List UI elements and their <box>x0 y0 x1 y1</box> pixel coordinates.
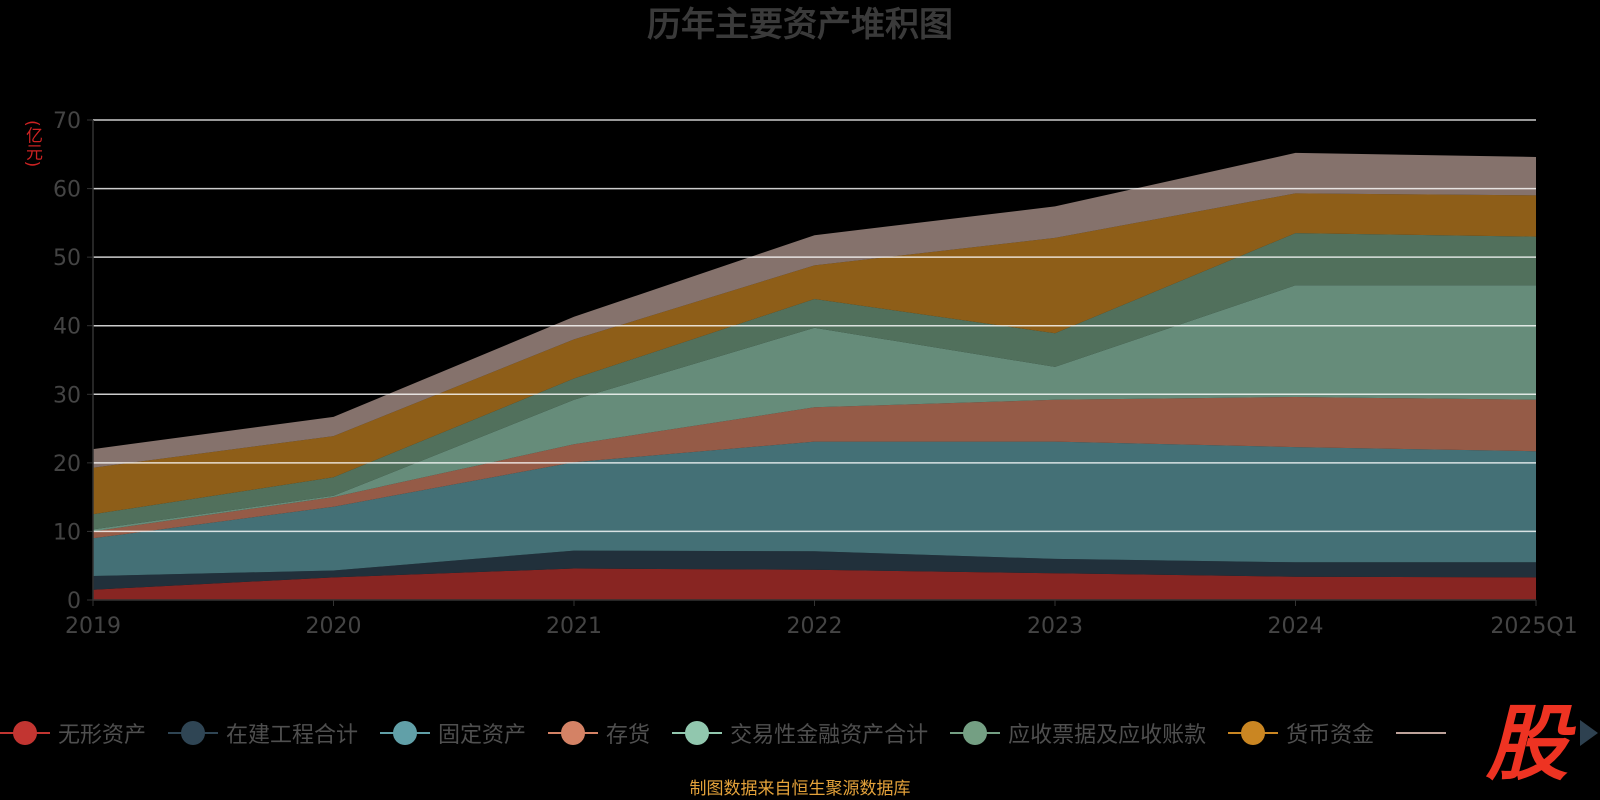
watermark-logo: 股 <box>1486 697 1568 792</box>
y-tick-label-4: 40 <box>53 315 81 340</box>
area-series-3[interactable] <box>93 397 1536 539</box>
legend-item-4[interactable]: 交易性金融资产合计 <box>672 713 928 753</box>
area-series-0[interactable] <box>93 568 1536 601</box>
legend-item-1[interactable]: 在建工程合计 <box>168 713 358 753</box>
x-tick-label-0: 2019 <box>65 614 121 639</box>
legend-marker-icon <box>380 721 431 745</box>
y-tick-label-6: 60 <box>53 178 81 203</box>
y-axis-label: (亿元) <box>22 120 42 168</box>
area-series-2[interactable] <box>93 441 1536 576</box>
legend-item-partial[interactable] <box>1396 713 1454 753</box>
legend-marker-icon <box>548 721 599 745</box>
legend-label-1: 在建工程合计 <box>226 723 359 748</box>
legend-label-2: 固定资产 <box>438 723 527 748</box>
area-layers <box>93 152 1536 601</box>
legend-item-6[interactable]: 货币资金 <box>1228 713 1374 753</box>
area-series-6[interactable] <box>93 193 1536 515</box>
y-tick-label-5: 50 <box>53 246 81 271</box>
gridlines <box>93 119 1536 533</box>
area-series-1[interactable] <box>93 550 1536 590</box>
x-tick-label-6: 2025Q1 <box>1490 614 1577 639</box>
legend-marker-icon <box>950 721 1001 745</box>
y-tick-label-0: 0 <box>67 589 81 614</box>
x-tick-label-5: 2024 <box>1268 614 1324 639</box>
legend-label-0: 无形资产 <box>58 723 147 748</box>
area-series-4[interactable] <box>93 285 1536 532</box>
chart-title: 历年主要资产堆积图 <box>647 5 953 45</box>
data-source-note: 制图数据来自恒生聚源数据库 <box>689 779 911 799</box>
y-tick-label-7: 70 <box>53 109 81 134</box>
x-tick-label-1: 2020 <box>306 614 362 639</box>
legend-label-6: 货币资金 <box>1286 723 1375 748</box>
legend-item-2[interactable]: 固定资产 <box>380 713 526 753</box>
legend-next-arrow-icon[interactable] <box>1580 720 1598 746</box>
area-series-7[interactable] <box>93 152 1536 468</box>
x-tick-label-3: 2022 <box>787 614 843 639</box>
x-tick-label-4: 2023 <box>1027 614 1083 639</box>
legend-marker-icon <box>168 721 219 745</box>
y-tick-label-1: 10 <box>53 520 81 545</box>
legend-item-0[interactable]: 无形资产 <box>0 713 146 753</box>
legend-marker-icon <box>672 721 723 745</box>
legend-marker-icon <box>1396 721 1447 745</box>
legend-label-3: 存货 <box>606 723 651 748</box>
legend-item-5[interactable]: 应收票据及应收账款 <box>950 713 1206 753</box>
area-series-5[interactable] <box>93 233 1536 530</box>
legend-label-4: 交易性金融资产合计 <box>730 723 929 748</box>
x-tick-label-2: 2021 <box>546 614 602 639</box>
legend-label-5: 应收票据及应收账款 <box>1008 723 1207 748</box>
x-tick-labels: 2019 2020 2021 2022 2023 2024 2025Q1 <box>65 600 1578 639</box>
legend-marker-icon <box>1228 721 1279 745</box>
legend: 无形资产 在建工程合计 固定资产 存货 交易性金融资产合计 应收票据及应收账款 货币资金 <box>0 713 1580 753</box>
y-tick-labels: 0 10 20 30 40 50 60 70 <box>53 109 93 614</box>
y-tick-label-2: 20 <box>53 452 81 477</box>
y-tick-label-3: 30 <box>53 383 81 408</box>
legend-item-3[interactable]: 存货 <box>548 713 650 753</box>
legend-marker-icon <box>0 721 50 745</box>
